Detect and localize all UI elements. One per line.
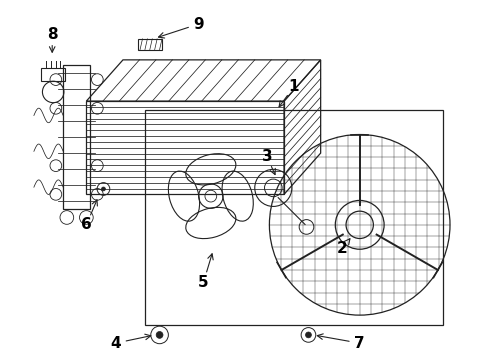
Text: 4: 4 <box>110 336 121 351</box>
Text: 8: 8 <box>47 27 57 42</box>
Text: 2: 2 <box>337 240 348 256</box>
Circle shape <box>306 332 311 338</box>
Text: 6: 6 <box>81 217 92 232</box>
Text: 5: 5 <box>198 275 209 290</box>
Text: 7: 7 <box>354 336 365 351</box>
Bar <box>63 65 90 209</box>
Circle shape <box>156 332 163 338</box>
Text: 9: 9 <box>194 17 204 32</box>
Bar <box>145 110 442 325</box>
Circle shape <box>101 187 105 191</box>
Text: 3: 3 <box>262 149 272 164</box>
Bar <box>41 68 65 81</box>
Bar <box>138 39 162 50</box>
Text: 1: 1 <box>289 79 299 94</box>
